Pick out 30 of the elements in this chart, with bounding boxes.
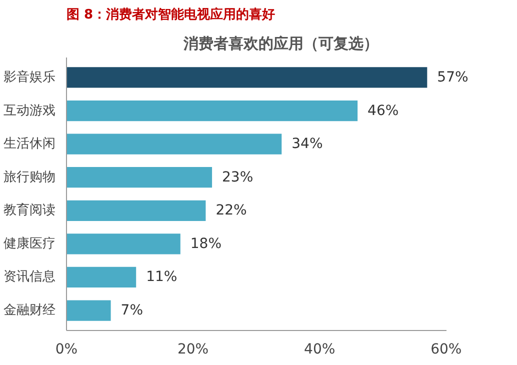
y-tick-label: 健康医疗 xyxy=(4,236,56,252)
chart-subtitle: 消费者喜欢的应用（可复选） xyxy=(182,34,378,52)
y-tick-label: 金融财经 xyxy=(4,303,56,318)
data-label: 46% xyxy=(368,102,399,119)
data-label: 22% xyxy=(216,202,247,219)
data-label: 18% xyxy=(190,236,222,252)
bar xyxy=(66,167,212,188)
x-tick-label: 60% xyxy=(430,342,462,358)
bar xyxy=(66,134,282,154)
bar xyxy=(66,266,136,288)
x-tick-label: 20% xyxy=(177,342,209,358)
data-label: 57% xyxy=(437,69,468,86)
y-tick-label: 互动游戏 xyxy=(4,103,56,118)
y-tick-label: 生活休闲 xyxy=(4,136,56,152)
data-label: 11% xyxy=(146,269,178,286)
data-label: 7% xyxy=(120,302,144,319)
data-label: 34% xyxy=(292,136,323,152)
y-tick-label: 资讯信息 xyxy=(4,270,56,285)
x-tick-label: 40% xyxy=(304,342,336,358)
chart-title: 图 8：消费者对智能电视应用的喜好 xyxy=(66,6,276,22)
bar xyxy=(66,67,428,88)
bar xyxy=(66,234,180,254)
x-tick-label: 0% xyxy=(55,342,78,358)
y-tick-label: 旅行购物 xyxy=(4,170,56,185)
bar xyxy=(66,200,206,221)
data-label: 23% xyxy=(222,169,254,186)
y-tick-label: 影音娱乐 xyxy=(4,70,56,85)
bar xyxy=(66,300,111,321)
bar xyxy=(66,100,358,122)
y-tick-label: 教育阅读 xyxy=(4,202,56,218)
